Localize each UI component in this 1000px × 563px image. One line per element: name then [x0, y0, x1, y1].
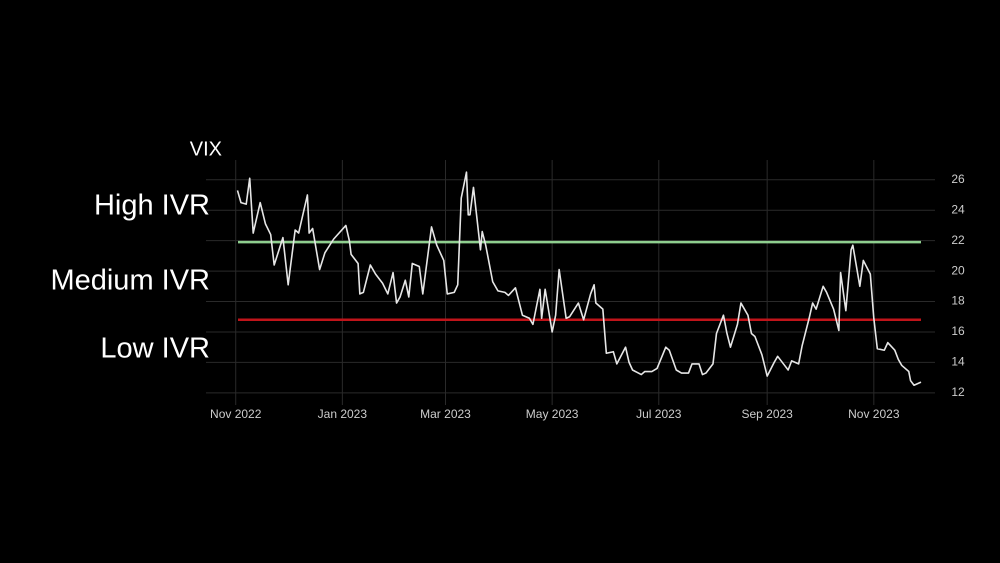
x-tick-label: Nov 2022	[210, 407, 262, 421]
x-tick-label: Jan 2023	[318, 407, 368, 421]
y-tick-label: 26	[951, 172, 965, 186]
annotation: Low IVR	[100, 333, 210, 365]
x-tick-label: Jul 2023	[636, 407, 682, 421]
y-tick-label: 24	[951, 202, 965, 216]
annotation: High IVR	[94, 190, 210, 222]
x-tick-label: May 2023	[526, 407, 579, 421]
y-axis-label: VIX	[190, 138, 222, 160]
y-tick-label: 12	[951, 385, 965, 399]
y-tick-label: 22	[951, 233, 965, 247]
y-tick-label: 20	[951, 263, 965, 277]
x-tick-label: Sep 2023	[741, 407, 793, 421]
y-tick-label: 16	[951, 324, 965, 338]
y-tick-label: 14	[951, 355, 965, 369]
y-tick-label: 18	[951, 294, 965, 308]
series-line	[236, 171, 922, 387]
annotation: Medium IVR	[50, 265, 210, 297]
x-tick-label: Mar 2023	[420, 407, 471, 421]
x-tick-label: Nov 2023	[848, 407, 900, 421]
